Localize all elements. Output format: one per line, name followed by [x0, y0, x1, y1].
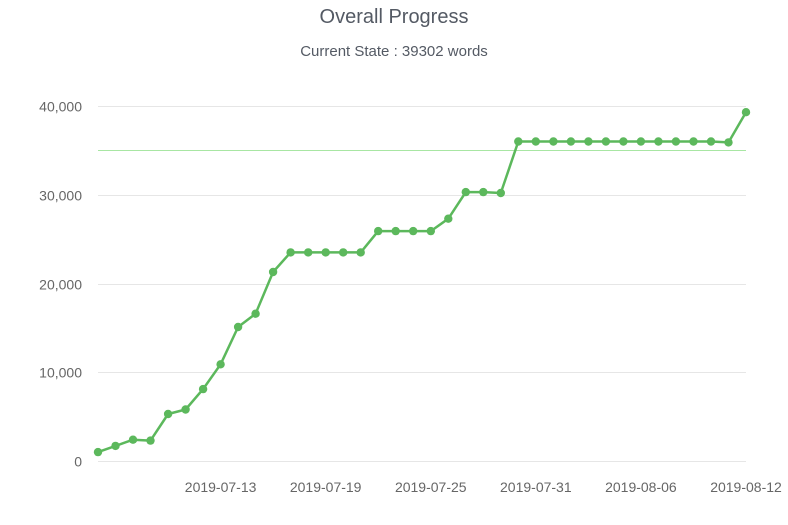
data-point	[268, 267, 278, 277]
data-point	[128, 435, 138, 444]
data-point	[251, 309, 260, 318]
y-tick-label: 0	[74, 454, 82, 470]
data-point	[339, 248, 348, 257]
data-point	[356, 248, 365, 257]
x-tick-label: 2019-07-19	[290, 479, 362, 495]
data-point	[479, 187, 488, 197]
series-line	[96, 110, 748, 454]
data-point	[514, 137, 523, 146]
x-tick-label: 2019-07-31	[500, 479, 572, 495]
data-point	[409, 226, 418, 236]
data-point	[671, 137, 681, 146]
x-tick-label: 2019-07-25	[395, 479, 467, 495]
data-point	[601, 137, 611, 146]
data-point	[566, 137, 576, 146]
y-axis: 0 10,000 20,000 30,000 40,000	[39, 99, 82, 470]
data-point	[444, 214, 453, 223]
data-point	[496, 188, 505, 198]
y-tick-label: 30,000	[39, 188, 82, 204]
data-point	[304, 248, 313, 257]
chart-title: Overall Progress	[319, 6, 469, 28]
gridlines	[98, 106, 746, 462]
data-point	[321, 248, 330, 257]
data-point	[584, 137, 593, 146]
y-tick-label: 40,000	[39, 99, 82, 115]
series-progress	[93, 108, 751, 457]
data-point	[181, 405, 190, 414]
y-tick-label: 10,000	[39, 365, 82, 381]
data-point	[654, 137, 663, 146]
data-point	[619, 137, 628, 146]
data-point	[689, 137, 698, 146]
data-point	[286, 248, 295, 257]
data-point	[724, 138, 733, 147]
data-point	[93, 447, 103, 457]
x-tick-label: 2019-07-13	[185, 479, 257, 495]
x-axis: 2019-07-13 2019-07-19 2019-07-25 2019-07-31…	[185, 479, 782, 495]
y-tick-label: 20,000	[39, 277, 82, 293]
data-point	[111, 441, 120, 451]
data-point	[426, 226, 435, 236]
x-tick-label: 2019-08-12	[710, 479, 782, 495]
data-point	[706, 137, 716, 146]
data-point	[531, 137, 540, 146]
data-point	[146, 436, 155, 445]
data-point	[741, 108, 751, 117]
data-point	[216, 360, 225, 369]
data-point	[461, 187, 470, 197]
chart-subtitle: Current State : 39302 words	[300, 43, 488, 60]
data-point	[198, 384, 208, 394]
data-point	[163, 409, 173, 419]
x-tick-label: 2019-08-06	[605, 479, 677, 495]
data-point	[391, 226, 400, 236]
data-point	[233, 322, 243, 332]
data-point	[374, 226, 383, 236]
data-point	[636, 137, 646, 146]
data-point	[549, 137, 558, 146]
